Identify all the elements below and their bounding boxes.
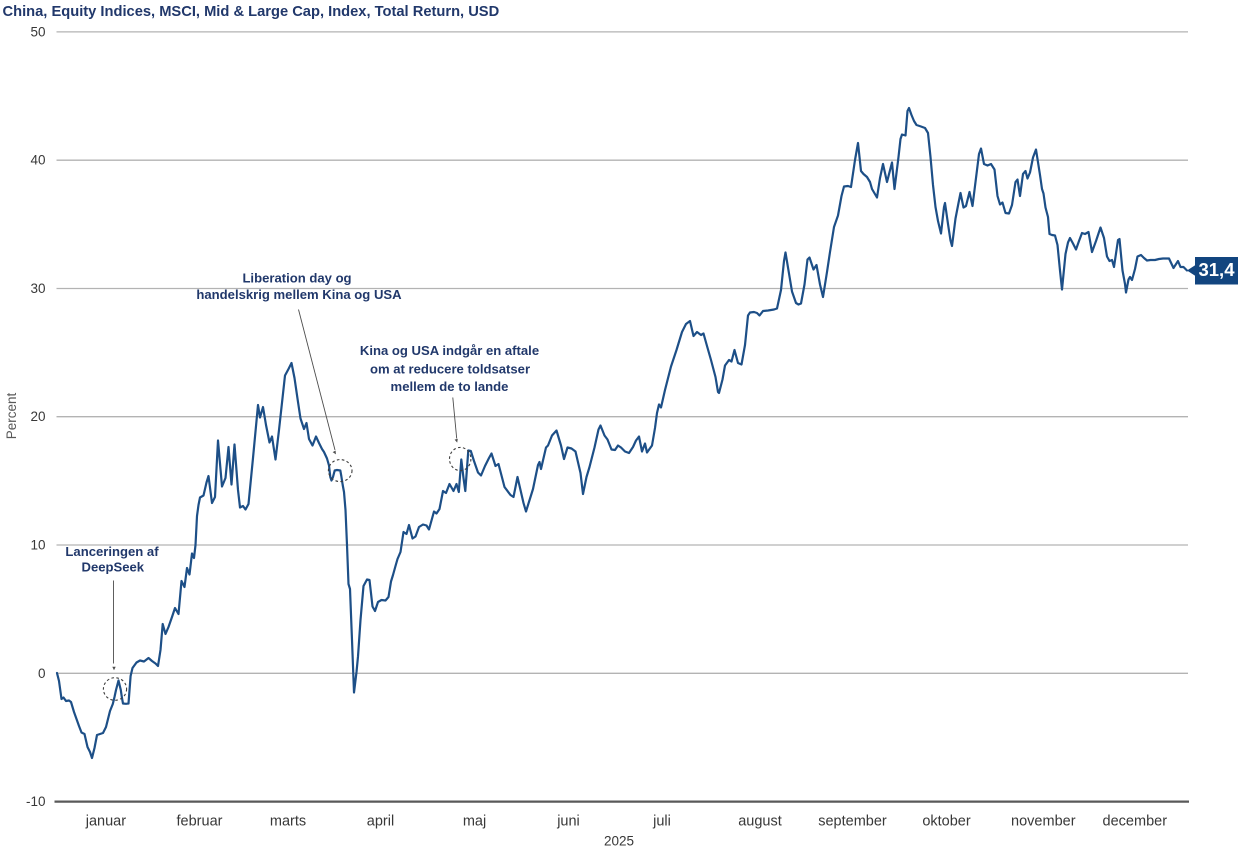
svg-text:handelskrig mellem Kina og USA: handelskrig mellem Kina og USA: [196, 287, 402, 302]
svg-text:0: 0: [38, 666, 46, 681]
svg-text:marts: marts: [270, 814, 306, 830]
svg-text:DeepSeek: DeepSeek: [81, 560, 144, 575]
svg-text:30: 30: [30, 281, 45, 296]
svg-text:50: 50: [30, 24, 45, 39]
svg-text:august: august: [738, 814, 782, 830]
svg-text:40: 40: [30, 153, 45, 168]
svg-text:31,4: 31,4: [1198, 259, 1235, 280]
svg-text:China, Equity Indices, MSCI, M: China, Equity Indices, MSCI, Mid & Large…: [3, 4, 500, 20]
svg-text:juni: juni: [556, 814, 580, 830]
svg-text:2025: 2025: [604, 834, 634, 849]
svg-text:maj: maj: [463, 814, 486, 830]
svg-text:om at reducere toldsatser: om at reducere toldsatser: [370, 362, 530, 377]
svg-text:Liberation day og: Liberation day og: [242, 271, 351, 286]
svg-text:november: november: [1011, 814, 1076, 830]
svg-text:10: 10: [30, 538, 45, 553]
svg-text:Percent: Percent: [4, 392, 19, 439]
svg-text:juli: juli: [652, 814, 671, 830]
svg-text:20: 20: [30, 409, 45, 424]
svg-text:Lanceringen af: Lanceringen af: [65, 544, 159, 559]
svg-text:september: september: [818, 814, 887, 830]
svg-text:april: april: [367, 814, 394, 830]
svg-text:februar: februar: [177, 814, 223, 830]
svg-text:Kina og USA indgår en aftale: Kina og USA indgår en aftale: [360, 343, 539, 358]
svg-text:december: december: [1103, 814, 1168, 830]
svg-text:oktober: oktober: [922, 814, 971, 830]
svg-text:januar: januar: [85, 814, 126, 830]
svg-text:mellem de to lande: mellem de to lande: [391, 379, 509, 394]
svg-text:-10: -10: [26, 794, 46, 809]
